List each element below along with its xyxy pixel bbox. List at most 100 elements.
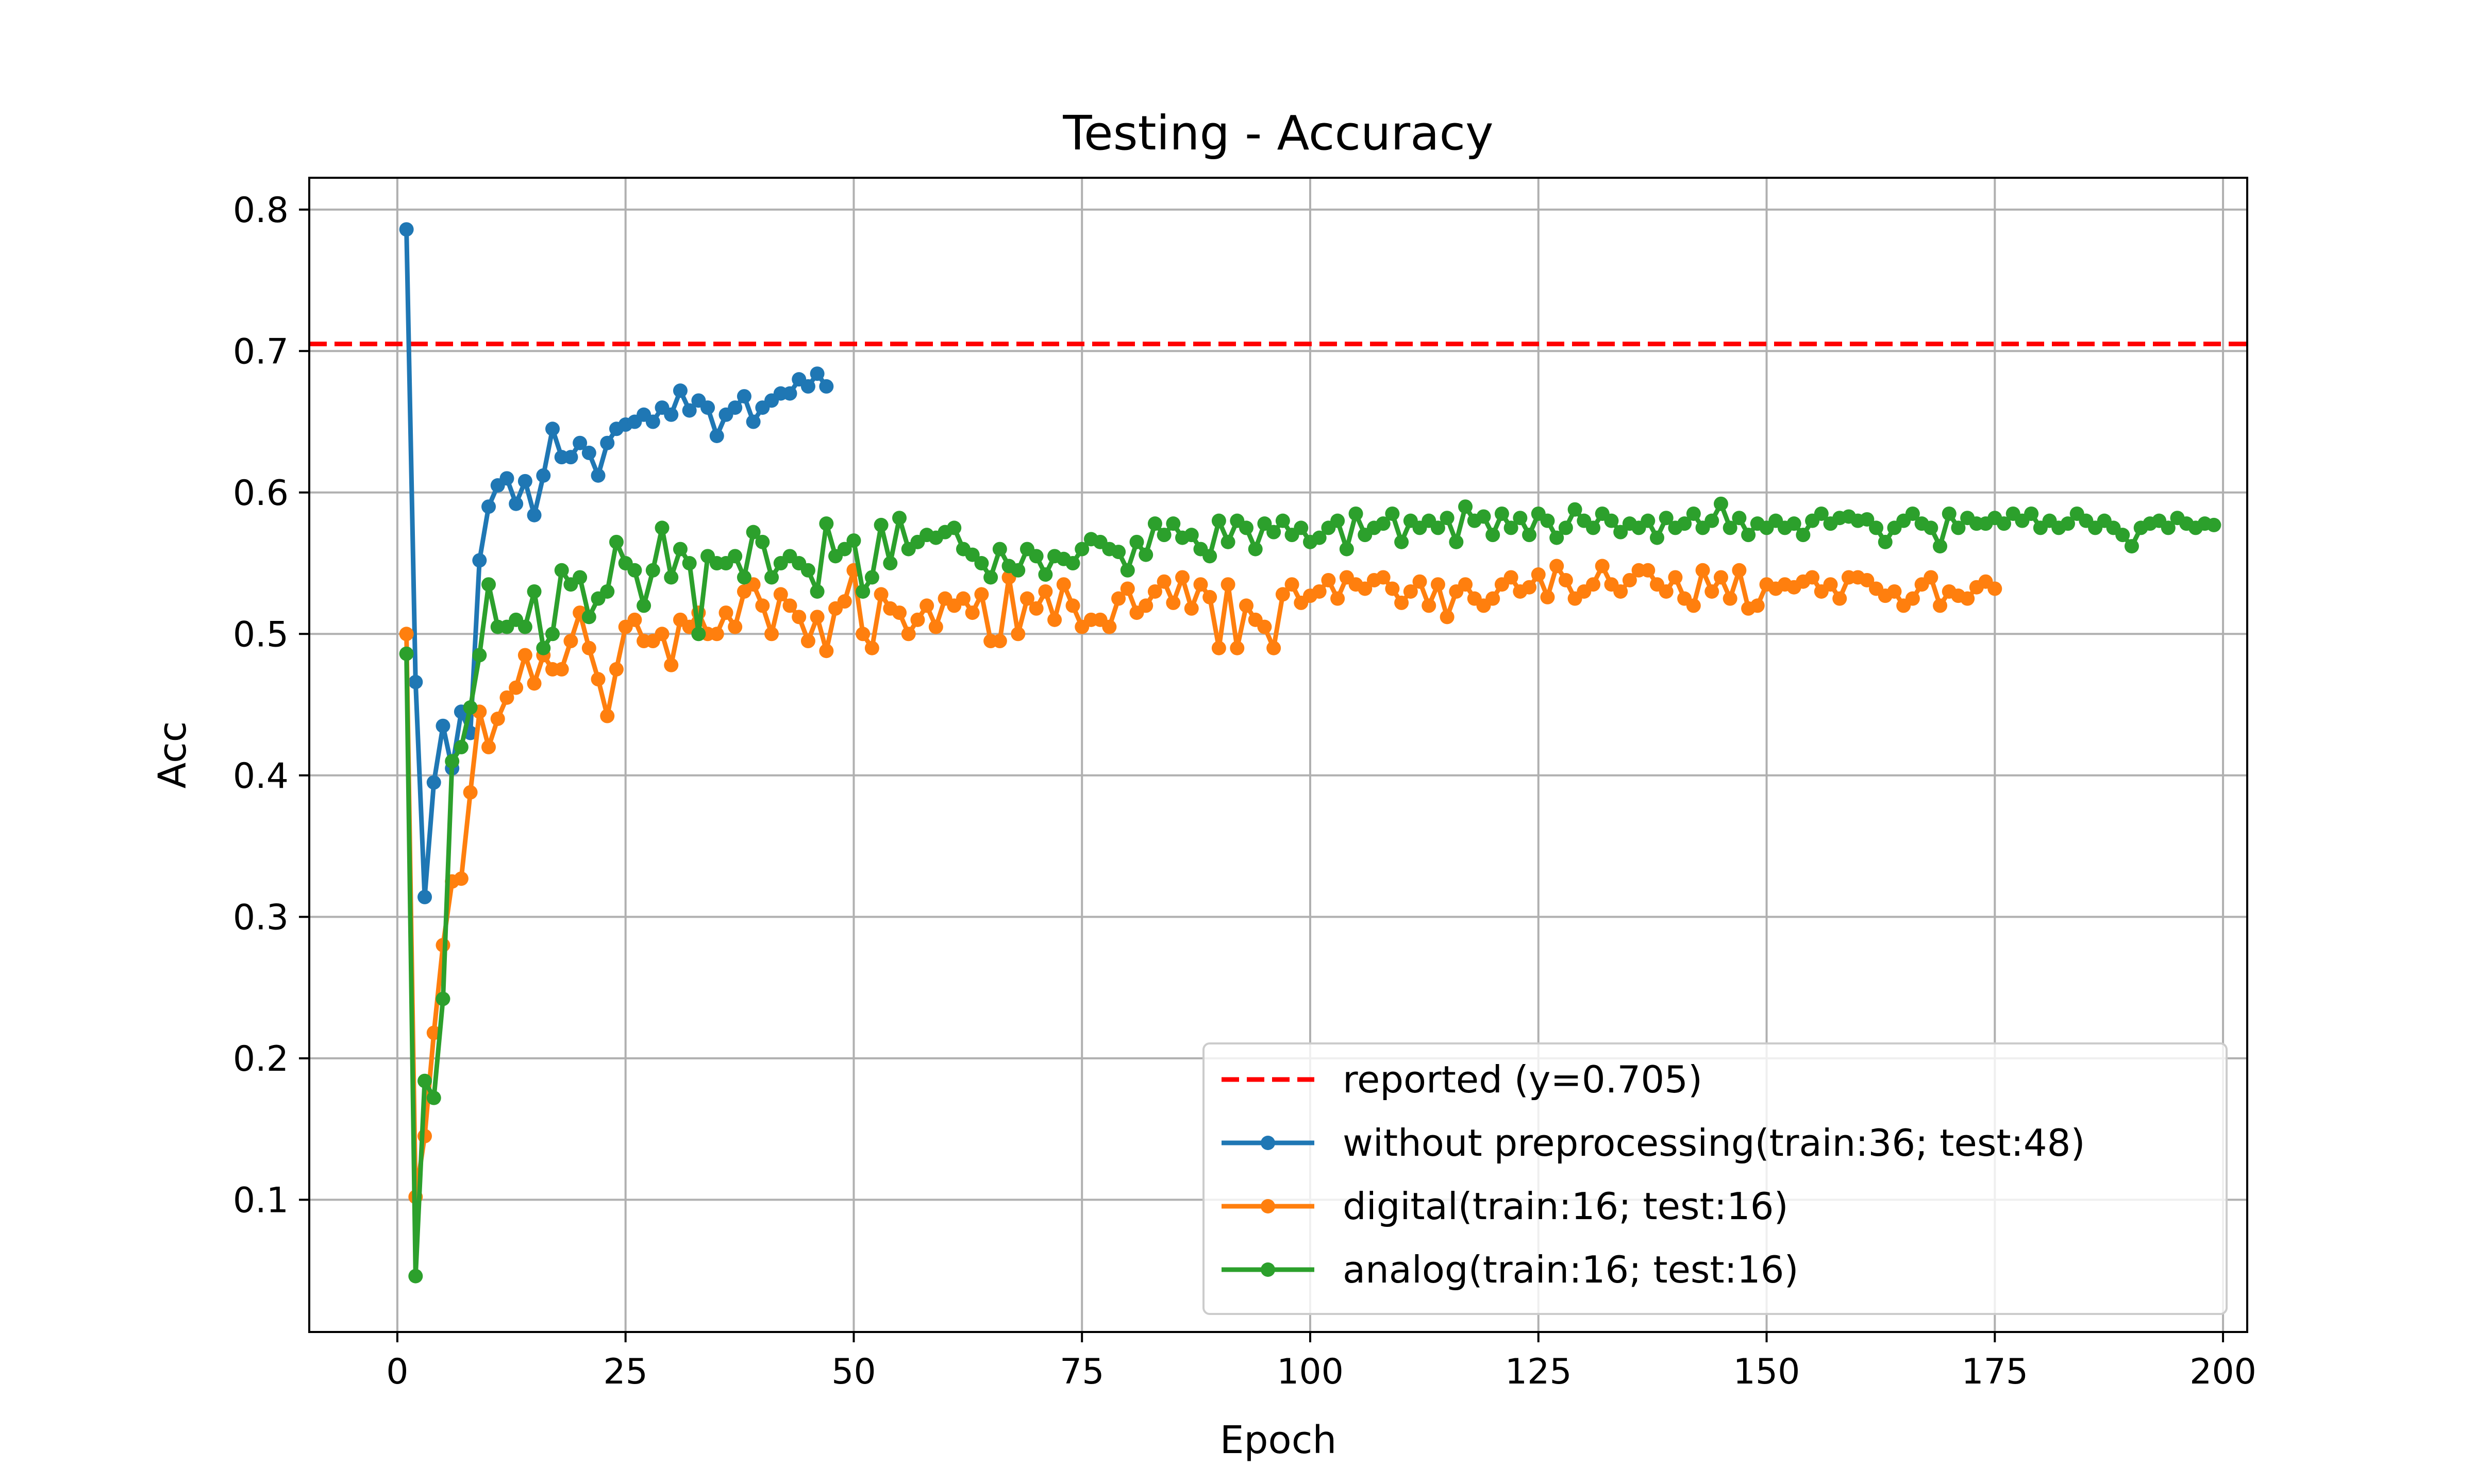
data-point (527, 676, 542, 691)
data-point (1641, 513, 1656, 528)
y-tick-label: 0.1 (233, 1180, 289, 1221)
data-point (445, 754, 460, 769)
data-point (1586, 520, 1601, 535)
data-point (399, 222, 414, 237)
data-point (718, 605, 733, 620)
data-point (864, 640, 879, 655)
data-point (874, 587, 889, 602)
data-point (581, 445, 596, 460)
data-point (1166, 516, 1181, 531)
data-point (1394, 595, 1409, 610)
data-point (810, 366, 825, 381)
data-point (1175, 570, 1190, 585)
data-point (1641, 563, 1656, 578)
data-point (1960, 591, 1975, 606)
data-point (1942, 506, 1957, 521)
data-point (499, 471, 514, 486)
data-point (1029, 601, 1044, 616)
data-point (1047, 612, 1062, 627)
data-point (965, 605, 980, 620)
data-point (627, 563, 642, 578)
data-point (1586, 577, 1601, 592)
data-point (856, 627, 871, 642)
data-point (1294, 520, 1309, 535)
data-point (1695, 563, 1710, 578)
data-point (1878, 534, 1893, 549)
data-point (408, 674, 423, 689)
data-point (819, 516, 834, 531)
data-point (1522, 580, 1537, 595)
data-point (737, 570, 751, 585)
data-point (1065, 556, 1080, 571)
data-point (1832, 591, 1847, 606)
data-point (1622, 572, 1637, 587)
data-point (1029, 549, 1044, 564)
data-point (673, 383, 688, 398)
data-point (591, 468, 606, 483)
x-tick-label: 75 (1060, 1352, 1105, 1392)
data-point (673, 542, 688, 556)
data-point (1139, 547, 1154, 562)
data-point (1485, 528, 1500, 543)
data-point (581, 610, 596, 625)
axis-ticks: 0 25 50 75 100 125 150 175 200 0.1 0.2 0.3 0.4 0.5 0.6… (233, 190, 2256, 1392)
data-point (1805, 570, 1820, 585)
data-point (1476, 509, 1491, 524)
data-point (1312, 584, 1327, 599)
data-point (436, 991, 450, 1006)
data-point (837, 542, 852, 556)
data-point (664, 407, 679, 422)
data-point (1503, 570, 1518, 585)
x-tick-label: 100 (1277, 1352, 1344, 1392)
data-point (454, 739, 469, 754)
data-point (481, 499, 496, 514)
data-point (436, 718, 450, 733)
series-3 (399, 496, 2221, 1284)
data-point (1814, 506, 1829, 521)
data-point (1869, 520, 1884, 535)
data-point (1786, 516, 1801, 531)
data-point (1558, 520, 1573, 535)
data-point (399, 646, 414, 661)
data-point (481, 739, 496, 754)
data-point (1723, 591, 1737, 606)
data-point (1184, 528, 1199, 543)
data-point (1750, 598, 1765, 613)
data-point (664, 570, 679, 585)
data-point (1522, 528, 1537, 543)
data-point (682, 556, 697, 571)
data-point (509, 496, 524, 511)
data-point (463, 700, 478, 715)
data-point (1987, 581, 2002, 596)
data-point (1440, 610, 1455, 625)
data-point (1732, 563, 1747, 578)
data-point (983, 570, 998, 585)
x-tick-label: 25 (603, 1352, 648, 1392)
data-point (1056, 577, 1071, 592)
data-point (2024, 506, 2039, 521)
data-point (591, 672, 606, 687)
data-point (1713, 570, 1728, 585)
data-point (728, 549, 743, 564)
data-point (1458, 577, 1473, 592)
plot-area-frame (308, 177, 2248, 1333)
data-point (819, 379, 834, 394)
data-point (554, 563, 569, 578)
data-point (627, 612, 642, 627)
legend-label: reported (y=0.705) (1343, 1058, 1702, 1101)
data-point (1540, 513, 1555, 528)
data-point (527, 508, 542, 522)
data-point (499, 690, 514, 705)
legend-label: analog(train:16; test:16) (1343, 1248, 1799, 1291)
data-point (2060, 516, 2075, 531)
data-point (563, 634, 578, 649)
data-point (545, 627, 560, 642)
y-tick-label: 0.7 (233, 331, 289, 372)
x-tick-label: 175 (1961, 1352, 2028, 1392)
data-point (1933, 539, 1948, 554)
data-point (746, 525, 761, 539)
data-point (920, 598, 934, 613)
data-point (573, 435, 588, 450)
data-point (600, 435, 615, 450)
series-1 (399, 222, 834, 904)
